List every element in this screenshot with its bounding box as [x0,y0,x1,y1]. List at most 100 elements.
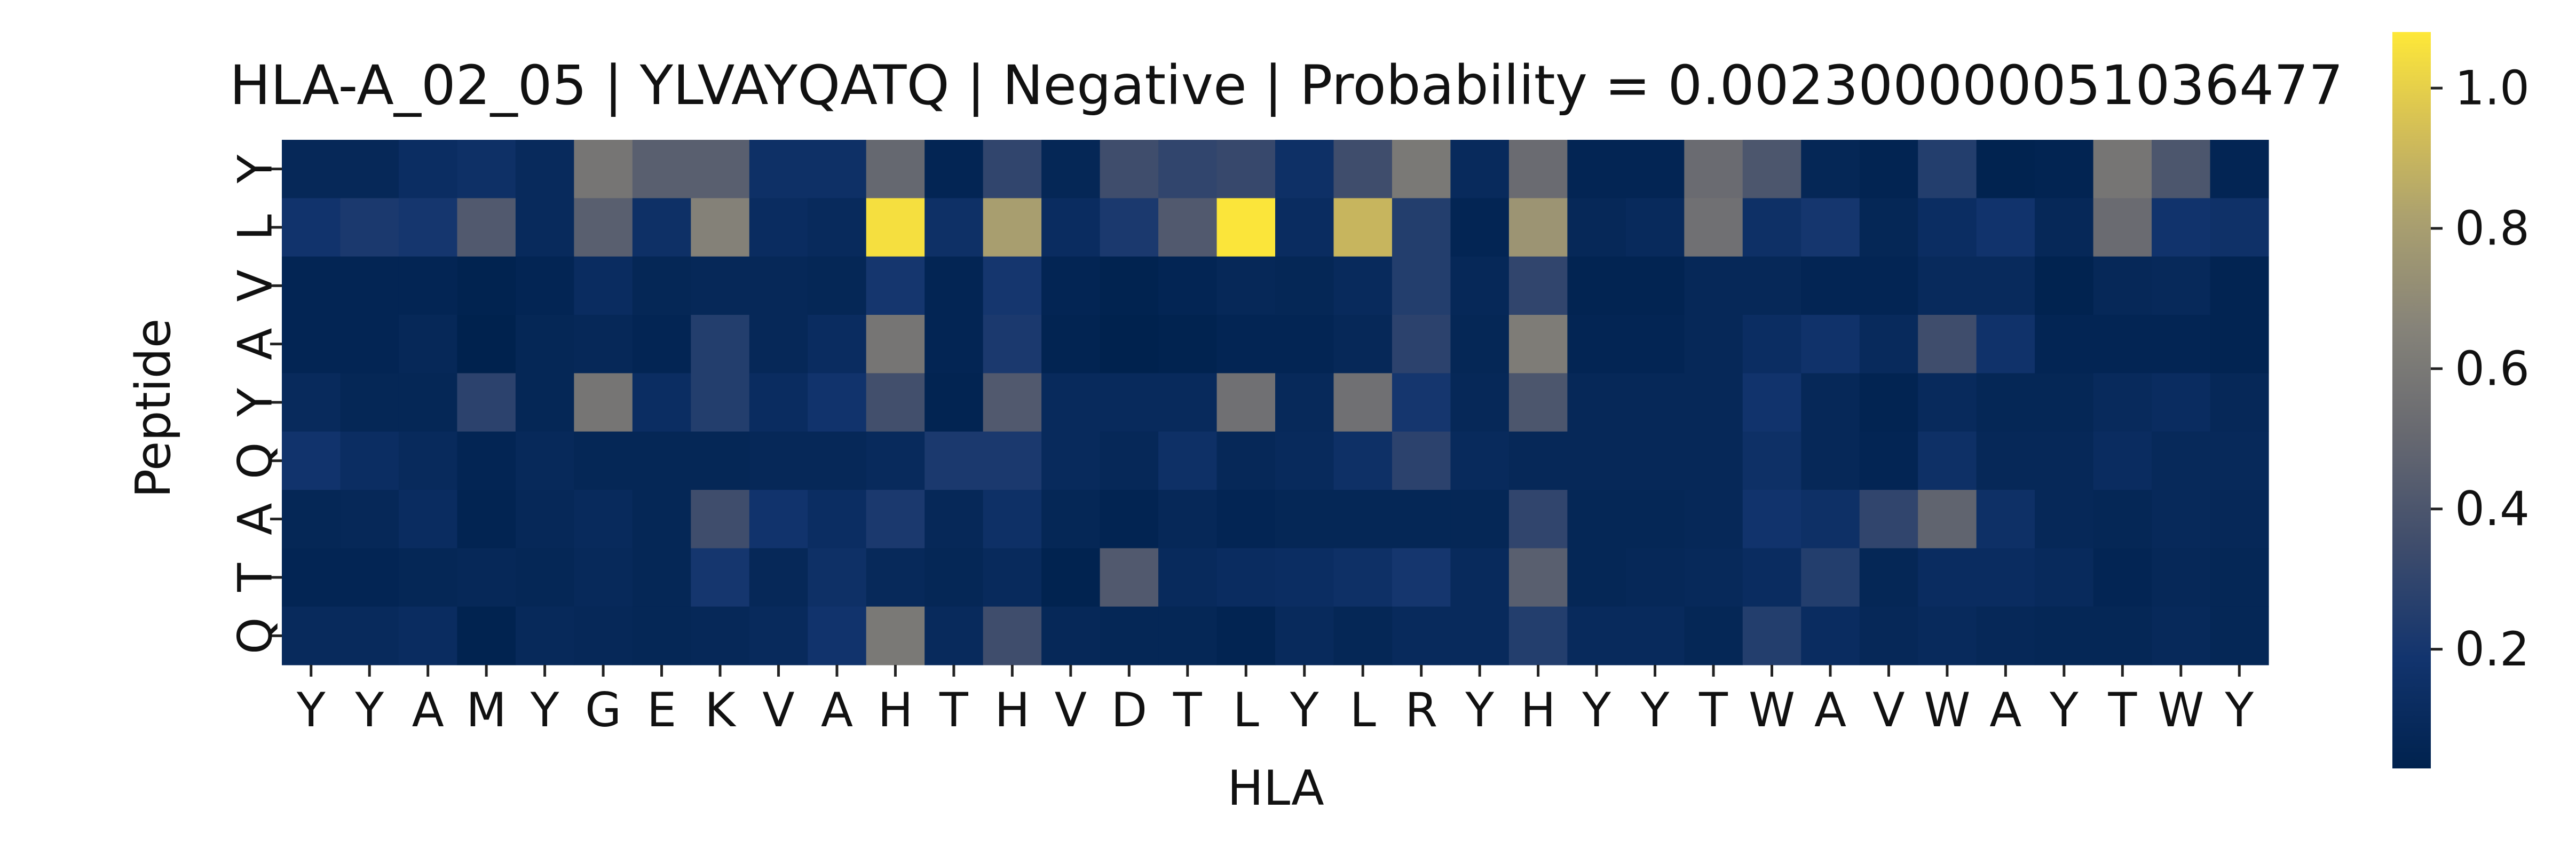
heatmap-cell [749,198,808,257]
heatmap-cell [1567,490,1626,549]
heatmap-cell [1684,140,1743,199]
heatmap-cell [1625,140,1685,199]
heatmap-cell [340,373,399,432]
heatmap-cell [983,373,1042,432]
heatmap-cell [866,548,925,607]
colorbar-tick-label: 0.8 [2455,201,2530,256]
heatmap-cell [1742,548,1801,607]
heatmap-cell [2152,373,2211,432]
heatmap-cell [457,256,516,315]
x-tick-label: Y [2224,683,2254,737]
heatmap-cell [2035,373,2094,432]
heatmap-cell [1918,606,1977,665]
heatmap-cell [924,548,984,607]
heatmap-cell [808,256,867,315]
heatmap-cell [1450,490,1510,549]
heatmap-cell [1801,431,1860,490]
heatmap-cell [983,198,1042,257]
heatmap-cell [1100,373,1159,432]
heatmap-cell [1625,198,1685,257]
heatmap-cell [749,315,808,374]
heatmap-cell [1859,606,1918,665]
heatmap-cell [983,140,1042,199]
heatmap-cell [632,548,691,607]
heatmap-cell [1450,548,1510,607]
x-tick-label: W [1924,683,1970,737]
heatmap-cell [866,490,925,549]
heatmap-cell [1801,256,1860,315]
heatmap-cell [398,431,458,490]
heatmap-cell [1684,198,1743,257]
heatmap-cell [282,315,341,374]
heatmap-cell [1976,373,2035,432]
heatmap-cell [2210,548,2269,607]
heatmap-cell [1158,373,1218,432]
x-tick-label: Y [1465,683,1494,737]
heatmap-cell [632,606,691,665]
heatmap-cell [1158,490,1218,549]
heatmap-cell [2035,490,2094,549]
heatmap-cell [1742,490,1801,549]
heatmap-cell [1392,431,1451,490]
heatmap-cell [2035,431,2094,490]
x-tick-label: H [878,683,913,737]
heatmap-cell [1333,140,1393,199]
heatmap-cell [1216,256,1276,315]
heatmap-cell [1918,373,1977,432]
heatmap-cell [924,606,984,665]
heatmap-cell [457,606,516,665]
heatmap-cell [1976,606,2035,665]
heatmap-cell [1100,606,1159,665]
heatmap-cell [1100,548,1159,607]
x-tick-label: V [762,683,794,737]
y-tick-label: V [228,269,283,301]
heatmap-cell [574,548,633,607]
heatmap-cell [1100,315,1159,374]
heatmap-cell [1684,315,1743,374]
heatmap-cell [749,256,808,315]
heatmap-cell [2152,606,2211,665]
x-tick-label: T [1173,683,1203,737]
heatmap-cell [1508,373,1568,432]
heatmap-cell [1392,198,1451,257]
heatmap-cell [1216,606,1276,665]
heatmap-cell [1275,490,1334,549]
heatmap-cell [1859,548,1918,607]
heatmap-cell [808,431,867,490]
heatmap-cell [2152,490,2211,549]
heatmap-cell [1392,315,1451,374]
heatmap-cell [1508,548,1568,607]
heatmap-cell [1684,548,1743,607]
heatmap-cell [632,140,691,199]
heatmap-cell [632,198,691,257]
heatmap-cell [457,548,516,607]
heatmap-cell [1275,431,1334,490]
x-tick-label: Y [1290,683,1319,737]
heatmap-cell [808,198,867,257]
x-tick-label: T [1698,683,1728,737]
heatmap-cell [2210,373,2269,432]
heatmap-cell [1918,490,1977,549]
heatmap-cell [1801,140,1860,199]
heatmap-cell [691,606,750,665]
heatmap-cell [1041,315,1101,374]
heatmap-cell [983,315,1042,374]
heatmap-cell [1216,490,1276,549]
heatmap-cell [2210,431,2269,490]
heatmap-cell [1508,315,1568,374]
heatmap-cell [1275,256,1334,315]
heatmap-cell [1567,198,1626,257]
heatmap-cell [2210,140,2269,199]
heatmap-cell [1859,490,1918,549]
y-tick-label: T [228,562,283,592]
heatmap-cell [1158,548,1218,607]
x-tick-label: T [939,683,969,737]
heatmap-cell [515,431,574,490]
heatmap-cell [691,431,750,490]
heatmap-cell [1275,315,1334,374]
heatmap-cell [282,140,341,199]
heatmap-cell [1041,140,1101,199]
heatmap-cell [632,431,691,490]
heatmap-cell [1041,606,1101,665]
